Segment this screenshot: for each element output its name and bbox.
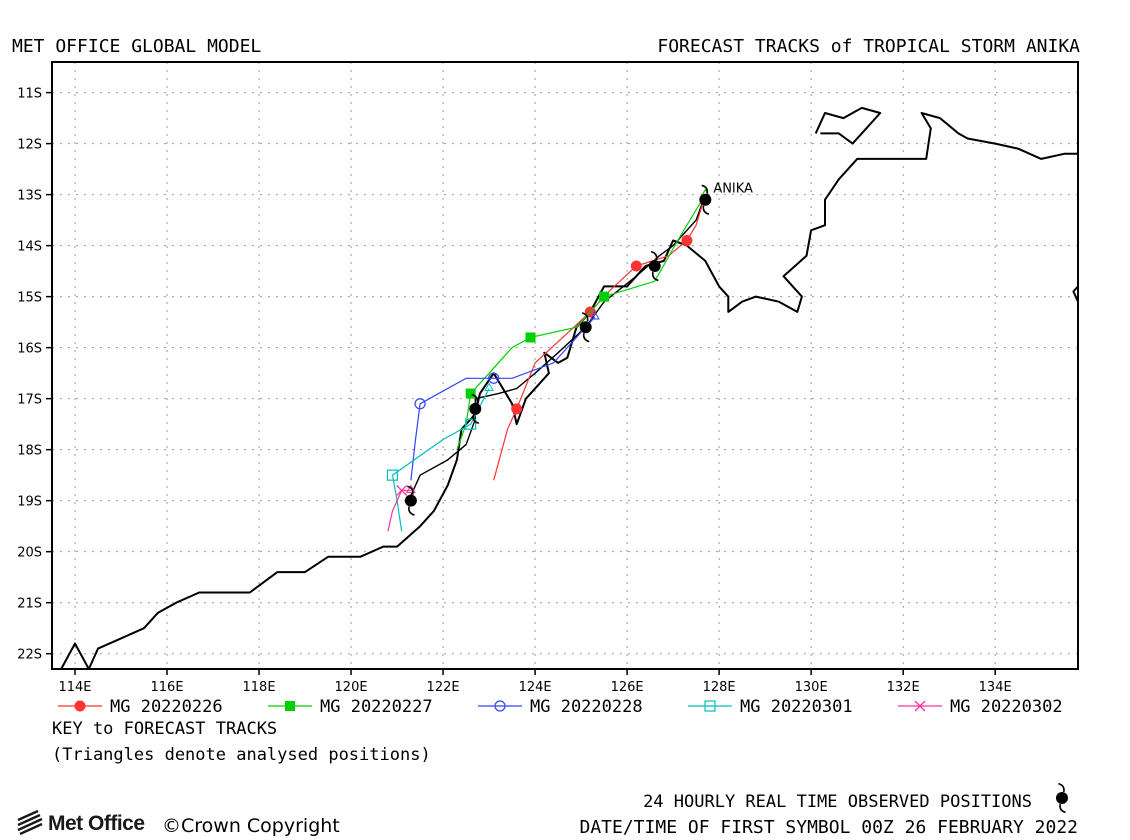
x-tick-label: 116E — [151, 680, 184, 695]
forecast-track-line — [410, 316, 596, 481]
legend-label: MG 20220301 — [740, 697, 853, 717]
forecast-track — [410, 311, 600, 481]
grid-lines — [52, 62, 1078, 669]
coastline-segment — [1072, 285, 1079, 303]
map-frame — [51, 61, 1079, 670]
legend-label: MG 20220302 — [950, 697, 1063, 717]
y-tick-label: 17S — [17, 393, 42, 408]
legend-marker — [704, 700, 716, 712]
forecast-track-marker — [488, 372, 500, 384]
analysed-track-line — [410, 194, 706, 496]
x-tick-label: 130E — [795, 680, 828, 695]
analysed-position-triangle — [590, 311, 600, 320]
storm-label: ANIKA — [713, 182, 753, 197]
x-tick-label: 126E — [611, 680, 644, 695]
footer-cyclone-symbol — [1056, 782, 1068, 814]
x-tick-label: 132E — [887, 680, 920, 695]
forecast-track-line — [493, 194, 706, 481]
forecast-track-marker — [681, 235, 693, 247]
forecast-track-marker — [630, 260, 642, 272]
legend-marker — [914, 700, 926, 712]
forecast-track-marker — [599, 291, 610, 302]
chart-title: FORECAST TRACKS of TROPICAL STORM ANIKA — [657, 36, 1080, 57]
forecast-tracks — [386, 188, 711, 532]
x-tick-label: 120E — [335, 680, 368, 695]
cyclone-symbol-icon — [1056, 782, 1068, 814]
legend-item: MG 20220302 — [898, 697, 1063, 717]
analysed-track — [410, 194, 706, 496]
observed-position-icon — [579, 312, 592, 343]
key-title: KEY to FORECAST TRACKS — [52, 719, 277, 739]
forecast-track — [387, 484, 416, 532]
forecast-track — [456, 188, 711, 450]
met-office-logo-icon — [17, 809, 43, 836]
forecast-track-marker — [465, 418, 477, 430]
y-tick-label: 14S — [17, 240, 42, 255]
y-tick-label: 18S — [17, 444, 42, 459]
forecast-track-marker — [511, 403, 523, 415]
key-note: (Triangles denote analysed positions) — [52, 745, 431, 765]
axis-tick-labels: 114E 116E 118E 120E 122E 124E 126E 128E 130E 132E… — [17, 87, 1011, 695]
met-office-logo-text: Met Office — [48, 812, 145, 835]
legend-item: MG 20220301 — [688, 697, 853, 717]
observed-position-icon — [648, 250, 661, 282]
legend-label: MG 20220228 — [530, 697, 643, 717]
forecast-track-marker — [396, 485, 408, 496]
legend-marker — [74, 700, 86, 712]
x-tick-label: 118E — [243, 680, 276, 695]
observed-position-icon — [404, 485, 417, 516]
coastline-segment — [814, 106, 882, 145]
y-tick-label: 15S — [17, 291, 42, 306]
coastline-segment — [60, 112, 1078, 670]
model-title: MET OFFICE GLOBAL MODEL — [12, 36, 262, 57]
y-tick-label: 21S — [17, 597, 42, 612]
x-tick-label: 122E — [427, 680, 460, 695]
x-tick-label: 134E — [979, 680, 1012, 695]
observed-position-icon — [699, 184, 712, 215]
legend-marker — [285, 701, 295, 711]
forecast-track-marker — [386, 469, 399, 481]
y-tick-label: 22S — [17, 648, 42, 663]
observed-positions — [404, 184, 712, 516]
y-tick-label: 20S — [17, 546, 42, 561]
date-time-label: DATE/TIME OF FIRST SYMBOL 00Z 26 FEBRUAR… — [580, 817, 1079, 838]
legend-item: MG 20220227 — [268, 697, 433, 717]
y-tick-label: 12S — [17, 138, 42, 153]
y-tick-label: 13S — [17, 189, 42, 204]
analysed-position-triangle — [406, 484, 416, 493]
y-tick-label: 11S — [17, 87, 42, 102]
forecast-track-line — [387, 489, 411, 532]
legend-label: MG 20220226 — [110, 697, 223, 717]
legend-item: MG 20220228 — [478, 697, 643, 717]
x-tick-label: 114E — [58, 680, 91, 695]
observed-position-icon — [469, 393, 482, 425]
analysed-position-triangle — [484, 382, 494, 391]
copyright-text: ©Crown Copyright — [162, 815, 340, 837]
observed-positions-label: 24 HOURLY REAL TIME OBSERVED POSITIONS — [643, 792, 1032, 812]
forecast-track-marker — [465, 388, 476, 399]
legend-item: MG 20220226 — [58, 697, 223, 717]
forecast-track-marker — [414, 398, 426, 410]
legend-label: MG 20220227 — [320, 697, 433, 717]
legend-marker — [494, 700, 506, 712]
x-tick-label: 128E — [703, 680, 736, 695]
x-tick-label: 124E — [519, 680, 552, 695]
forecast-track-line — [456, 194, 706, 450]
legend: MG 20220226 MG 20220227 MG 20220228 MG 2022… — [58, 697, 1063, 717]
coastline — [60, 106, 1079, 670]
forecast-track-marker — [525, 332, 536, 343]
y-tick-label: 19S — [17, 495, 42, 510]
y-tick-label: 16S — [17, 342, 42, 357]
